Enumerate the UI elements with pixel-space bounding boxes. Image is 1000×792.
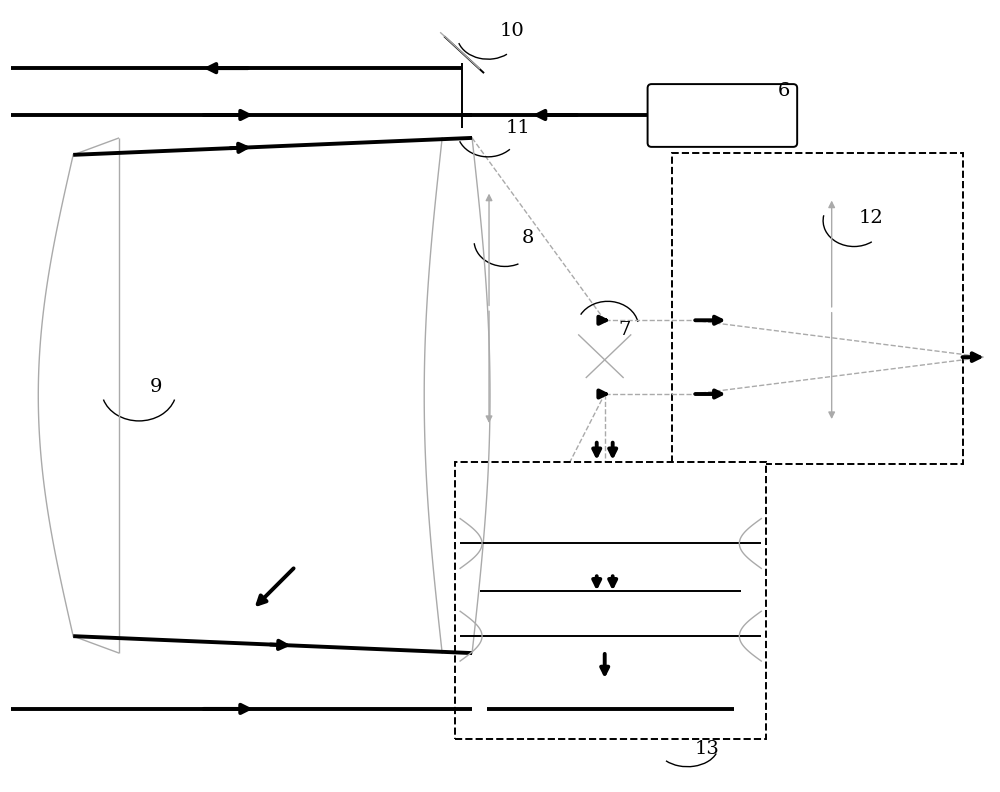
Text: 6: 6 [778, 82, 790, 100]
Text: 13: 13 [695, 740, 720, 758]
Text: 9: 9 [150, 378, 162, 396]
Text: 12: 12 [859, 208, 883, 227]
Text: 10: 10 [500, 22, 524, 40]
Bar [455, 462, 766, 739]
Text: 7: 7 [618, 322, 631, 339]
Text: 8: 8 [522, 229, 534, 246]
FancyBboxPatch shape [648, 84, 797, 147]
Bar [672, 153, 963, 464]
Text: 11: 11 [506, 119, 530, 137]
